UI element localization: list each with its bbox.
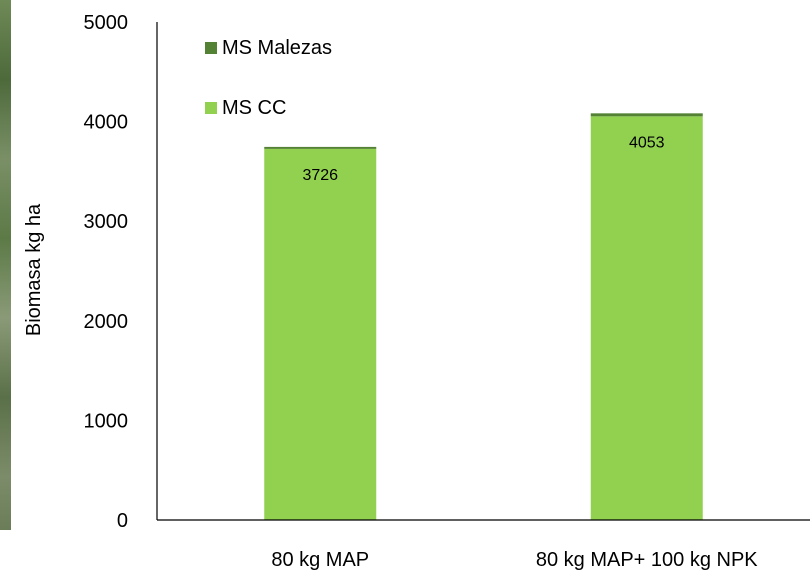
bars bbox=[264, 113, 703, 521]
x-category-label: 80 kg MAP bbox=[271, 549, 369, 571]
background-photo-strip bbox=[0, 0, 11, 530]
y-tick-label: 4000 bbox=[84, 112, 129, 134]
x-tick-labels: 80 kg MAP 80 kg MAP+ 100 kg NPK bbox=[271, 549, 758, 571]
y-tick-label: 1000 bbox=[84, 410, 129, 432]
bar-segment-ms-malezas bbox=[590, 113, 703, 117]
y-tick-label: 3000 bbox=[84, 211, 129, 233]
legend-swatch bbox=[205, 102, 217, 114]
y-tick-label: 0 bbox=[117, 510, 128, 532]
legend-label: MS CC bbox=[222, 97, 286, 119]
data-label: 3726 bbox=[302, 167, 338, 184]
bar-segment-ms-cc bbox=[590, 116, 703, 520]
data-label: 4053 bbox=[629, 134, 665, 151]
bar-segment-ms-malezas bbox=[264, 146, 377, 149]
y-tick-label: 2000 bbox=[84, 311, 129, 333]
legend: MS Malezas MS CC bbox=[205, 37, 332, 119]
y-tick-labels: 0 1000 2000 3000 4000 5000 bbox=[84, 12, 129, 532]
data-labels: 3726 4053 bbox=[302, 134, 664, 184]
axes bbox=[156, 22, 810, 521]
legend-swatch bbox=[205, 42, 217, 54]
legend-label: MS Malezas bbox=[222, 37, 332, 59]
x-category-label: 80 kg MAP+ 100 kg NPK bbox=[536, 549, 758, 571]
y-tick-label: 5000 bbox=[84, 12, 129, 34]
bar-segment-ms-cc bbox=[264, 148, 377, 521]
y-axis-title: Biomasa kg ha bbox=[23, 203, 45, 336]
